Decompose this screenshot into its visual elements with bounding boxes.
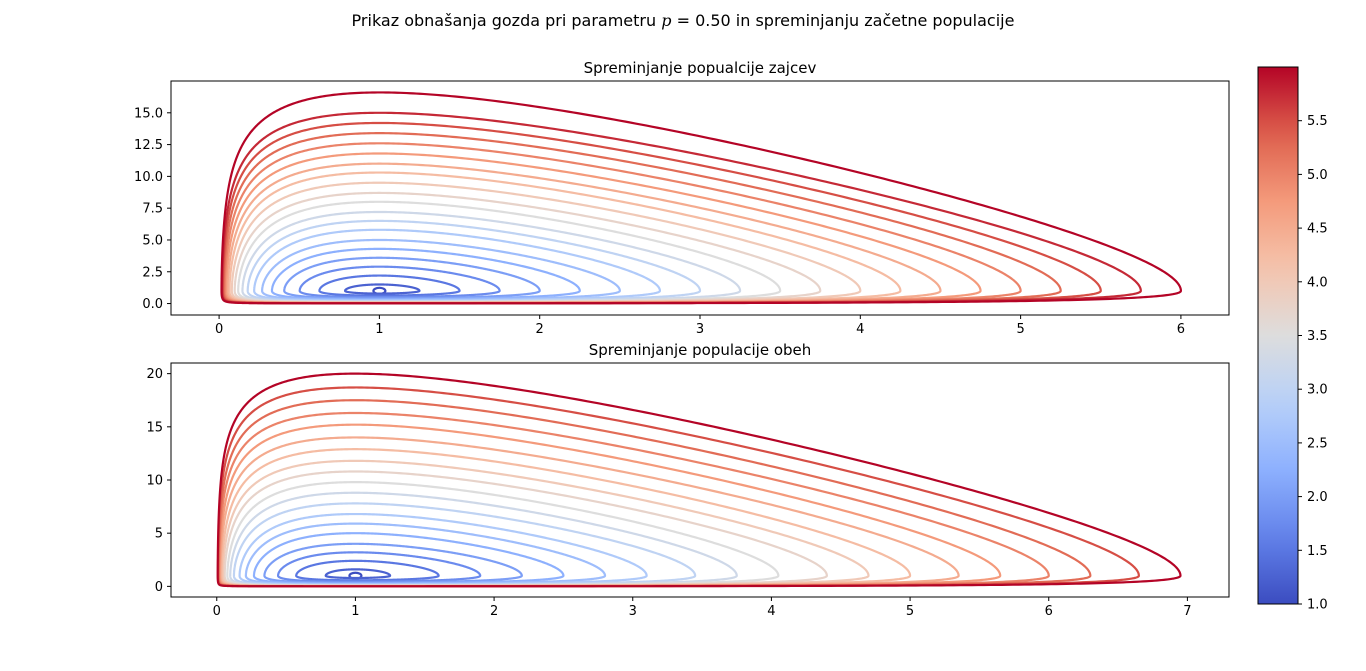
orbit-series-10 [226,481,780,587]
x-tick-label: 0 [213,604,221,619]
colorbar-tick-label: 4.0 [1307,275,1328,290]
y-tick-label: 5 [155,527,163,542]
y-tick-label: 20 [146,367,163,382]
orbit-series-11 [223,470,828,587]
x-tick-label: 3 [629,604,637,619]
colorbar-tick-label: 5.0 [1307,168,1328,183]
x-tick-label: 6 [1177,322,1185,337]
colorbar-gradient [1257,66,1299,605]
orbit-series-5 [270,247,581,301]
y-tick-label: 10.0 [134,170,163,185]
y-tick-label: 15 [146,420,163,435]
colorbar-tick-label: 1.5 [1307,544,1328,559]
y-tick-label: 7.5 [142,202,163,217]
orbit-series-3 [298,265,501,299]
orbit-series-1 [343,283,421,295]
colorbar-tick-label: 2.5 [1307,436,1328,451]
colorbar-tick-label: 5.5 [1307,114,1328,129]
figure-title: Prikaz obnašanja gozda pri parametru p =… [351,11,1015,30]
x-tick-label: 2 [490,604,498,619]
colorbar-tick-label: 3.5 [1307,329,1328,344]
colorbar-tick-label: 1.0 [1307,598,1328,613]
orbit-series-4 [283,256,541,300]
y-tick-label: 2.5 [142,265,163,280]
orbit-series-4 [263,542,523,584]
orbit-series-6 [244,522,607,586]
colorbar: 1.0 1.5 2.0 2.5 3.0 3.5 4.0 4.5 5.0 5.5 [1257,66,1328,613]
y-tick-label: 10 [146,474,163,489]
x-tick-label: 5 [906,604,914,619]
x-tick-label: 2 [536,322,544,337]
orbit-series-3 [276,551,482,583]
plot-both: Spreminjanje populacije obeh 0 1 2 3 4 5 6 7 0 5 10… [146,341,1230,619]
axes-title: Spreminjanje populacije obeh [589,341,812,359]
orbit-series-1 [324,568,392,580]
colorbar-tick-label: 3.0 [1307,383,1328,398]
orbit-series-2 [318,274,461,297]
orbit-group [216,372,1182,588]
plot-rabbits: Spreminjanje popualcije zajcev 0 1 2 3 4 5 6 0.0… [134,59,1230,337]
orbit-series-6 [261,238,621,302]
x-tick-label: 1 [375,322,383,337]
colorbar-tick-label: 4.5 [1307,222,1328,237]
orbit-series-20 [220,91,1183,305]
y-tick-label: 15.0 [134,106,163,121]
x-tick-label: 0 [215,322,223,337]
orbit-series-18 [216,386,1140,588]
orbit-series-2 [295,559,440,582]
x-tick-label: 4 [767,604,775,619]
y-tick-label: 12.5 [134,138,163,153]
orbit-series-8 [246,219,702,303]
x-tick-label: 5 [1016,322,1024,337]
colorbar-tick-label: 2.0 [1307,490,1328,505]
axes-title: Spreminjanje popualcije zajcev [584,59,817,77]
x-tick-label: 6 [1045,604,1053,619]
y-tick-label: 0 [155,580,163,595]
x-tick-label: 1 [351,604,359,619]
x-tick-label: 7 [1183,604,1191,619]
y-tick-label: 0.0 [142,297,163,312]
x-tick-label: 3 [696,322,704,337]
y-tick-label: 5.0 [142,233,163,248]
x-tick-label: 4 [856,322,864,337]
orbit-group [220,91,1183,305]
orbit-series-19 [216,372,1182,588]
